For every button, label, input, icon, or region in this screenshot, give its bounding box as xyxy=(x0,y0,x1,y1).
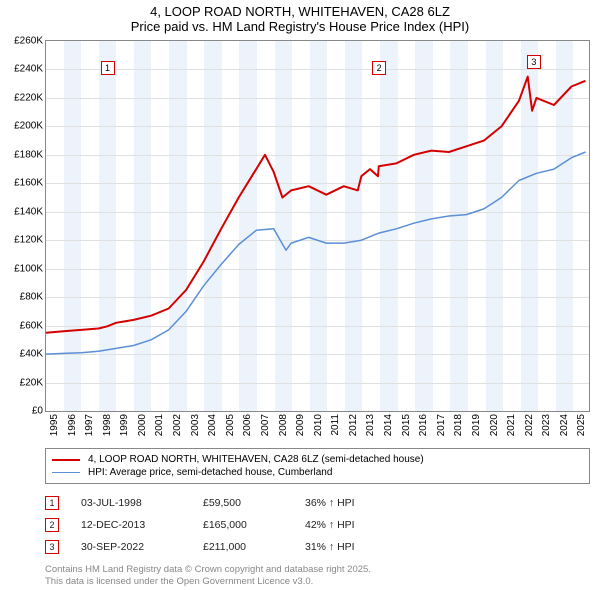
x-tick-label: 1998 xyxy=(102,414,113,436)
transaction-price: £165,000 xyxy=(203,519,283,531)
x-tick-label: 2002 xyxy=(172,414,183,436)
x-tick-label: 1996 xyxy=(67,414,78,436)
y-tick-label: £200K xyxy=(14,121,46,132)
footer-attribution: Contains HM Land Registry data © Crown c… xyxy=(45,564,590,589)
x-tick-label: 2021 xyxy=(506,414,517,436)
legend: 4, LOOP ROAD NORTH, WHITEHAVEN, CA28 6LZ… xyxy=(45,448,590,484)
x-tick-label: 2000 xyxy=(137,414,148,436)
transaction-row: 3 30-SEP-2022 £211,000 31% ↑ HPI xyxy=(45,536,590,558)
plot-area: 123 £0£20K£40K£60K£80K£100K£120K£140K£16… xyxy=(45,40,590,412)
transaction-date: 03-JUL-1998 xyxy=(81,497,181,509)
x-tick-label: 2018 xyxy=(453,414,464,436)
legend-row: 4, LOOP ROAD NORTH, WHITEHAVEN, CA28 6LZ… xyxy=(52,453,583,466)
transaction-marker: 3 xyxy=(45,540,59,554)
x-tick-label: 2005 xyxy=(225,414,236,436)
transaction-row: 2 12-DEC-2013 £165,000 42% ↑ HPI xyxy=(45,514,590,536)
legend-swatch xyxy=(52,472,80,473)
y-tick-label: £140K xyxy=(14,206,46,217)
x-tick-label: 2025 xyxy=(576,414,587,436)
y-tick-label: £180K xyxy=(14,149,46,160)
transaction-price: £59,500 xyxy=(203,497,283,509)
title-subtitle: Price paid vs. HM Land Registry's House … xyxy=(0,19,600,34)
transaction-price: £211,000 xyxy=(203,541,283,553)
series-hpi xyxy=(46,152,586,354)
x-tick-label: 2024 xyxy=(559,414,570,436)
x-tick-label: 1997 xyxy=(84,414,95,436)
y-tick-label: £240K xyxy=(14,64,46,75)
series-price_paid xyxy=(46,77,586,333)
x-tick-label: 2009 xyxy=(295,414,306,436)
x-tick-label: 2008 xyxy=(278,414,289,436)
x-tick-label: 2014 xyxy=(383,414,394,436)
x-tick-label: 2015 xyxy=(401,414,412,436)
transaction-date: 30-SEP-2022 xyxy=(81,541,181,553)
transaction-pct: 36% ↑ HPI xyxy=(305,497,395,509)
y-tick-label: £100K xyxy=(14,263,46,274)
y-tick-label: £160K xyxy=(14,178,46,189)
y-tick-label: £40K xyxy=(20,349,46,360)
line-layer xyxy=(46,41,589,411)
x-tick-label: 2007 xyxy=(260,414,271,436)
legend-label: HPI: Average price, semi-detached house,… xyxy=(88,467,332,478)
x-tick-label: 2023 xyxy=(541,414,552,436)
x-tick-label: 2011 xyxy=(330,414,341,436)
transaction-table: 1 03-JUL-1998 £59,500 36% ↑ HPI 2 12-DEC-2013… xyxy=(45,492,590,558)
y-tick-label: £80K xyxy=(20,292,46,303)
x-tick-label: 2017 xyxy=(436,414,447,436)
y-tick-label: £220K xyxy=(14,92,46,103)
x-tick-label: 2006 xyxy=(242,414,253,436)
x-tick-label: 2013 xyxy=(365,414,376,436)
x-tick-label: 2016 xyxy=(418,414,429,436)
transaction-date: 12-DEC-2013 xyxy=(81,519,181,531)
transaction-pct: 42% ↑ HPI xyxy=(305,519,395,531)
legend-label: 4, LOOP ROAD NORTH, WHITEHAVEN, CA28 6LZ… xyxy=(88,454,424,465)
transaction-marker: 2 xyxy=(45,518,59,532)
y-tick-label: £60K xyxy=(20,320,46,331)
x-tick-label: 1995 xyxy=(49,414,60,436)
x-tick-label: 2010 xyxy=(313,414,324,436)
footer-line1: Contains HM Land Registry data © Crown c… xyxy=(45,564,590,576)
x-tick-label: 2003 xyxy=(190,414,201,436)
y-tick-label: £20K xyxy=(20,377,46,388)
x-tick-label: 2004 xyxy=(207,414,218,436)
legend-swatch xyxy=(52,459,80,461)
x-tick-label: 1999 xyxy=(119,414,130,436)
x-tick-label: 2001 xyxy=(154,414,165,436)
x-tick-label: 2020 xyxy=(489,414,500,436)
x-tick-label: 2019 xyxy=(471,414,482,436)
y-tick-label: £120K xyxy=(14,235,46,246)
x-tick-label: 2012 xyxy=(348,414,359,436)
x-tick-label: 2022 xyxy=(524,414,535,436)
transaction-row: 1 03-JUL-1998 £59,500 36% ↑ HPI xyxy=(45,492,590,514)
y-tick-label: £0 xyxy=(32,406,46,417)
chart-container: 4, LOOP ROAD NORTH, WHITEHAVEN, CA28 6LZ… xyxy=(0,0,600,589)
title-block: 4, LOOP ROAD NORTH, WHITEHAVEN, CA28 6LZ… xyxy=(0,0,600,34)
transaction-marker: 1 xyxy=(45,496,59,510)
transaction-pct: 31% ↑ HPI xyxy=(305,541,395,553)
y-tick-label: £260K xyxy=(14,36,46,47)
title-address: 4, LOOP ROAD NORTH, WHITEHAVEN, CA28 6LZ xyxy=(0,4,600,19)
footer-line2: This data is licensed under the Open Gov… xyxy=(45,576,590,588)
legend-row: HPI: Average price, semi-detached house,… xyxy=(52,466,583,479)
